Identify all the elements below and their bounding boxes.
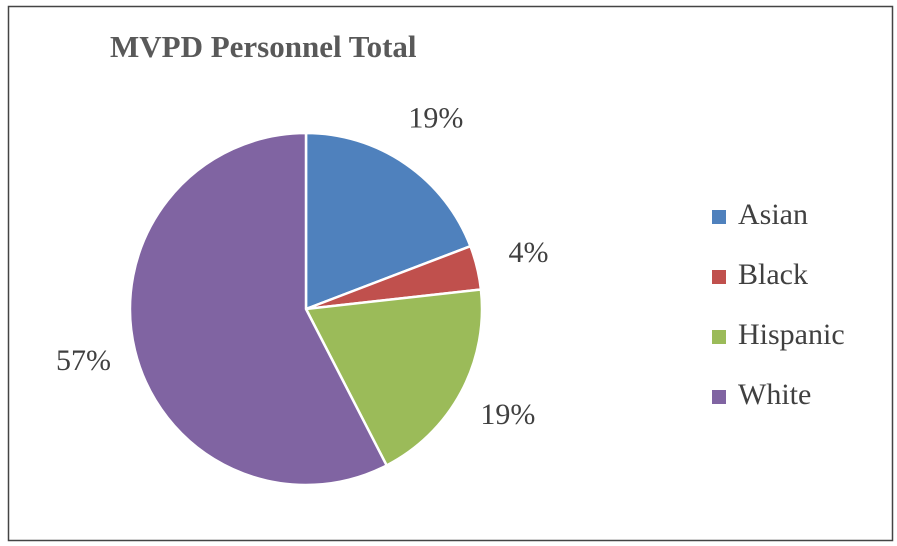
pie-slice xyxy=(304,288,484,468)
legend-label: White xyxy=(738,378,811,411)
legend-swatch xyxy=(712,270,726,284)
data-label: 4% xyxy=(509,236,549,269)
legend-label: Asian xyxy=(738,198,808,231)
pie-slice xyxy=(128,131,389,487)
legend-swatch xyxy=(712,210,726,224)
legend-swatch xyxy=(712,330,726,344)
data-label: 19% xyxy=(480,398,535,431)
chart-title: MVPD Personnel Total xyxy=(110,29,417,64)
legend-label: Hispanic xyxy=(738,318,845,351)
data-label: 57% xyxy=(56,344,111,377)
data-label: 19% xyxy=(408,101,463,134)
legend-swatch xyxy=(712,390,726,404)
legend-label: Black xyxy=(738,258,808,291)
pie-slice xyxy=(304,131,473,311)
